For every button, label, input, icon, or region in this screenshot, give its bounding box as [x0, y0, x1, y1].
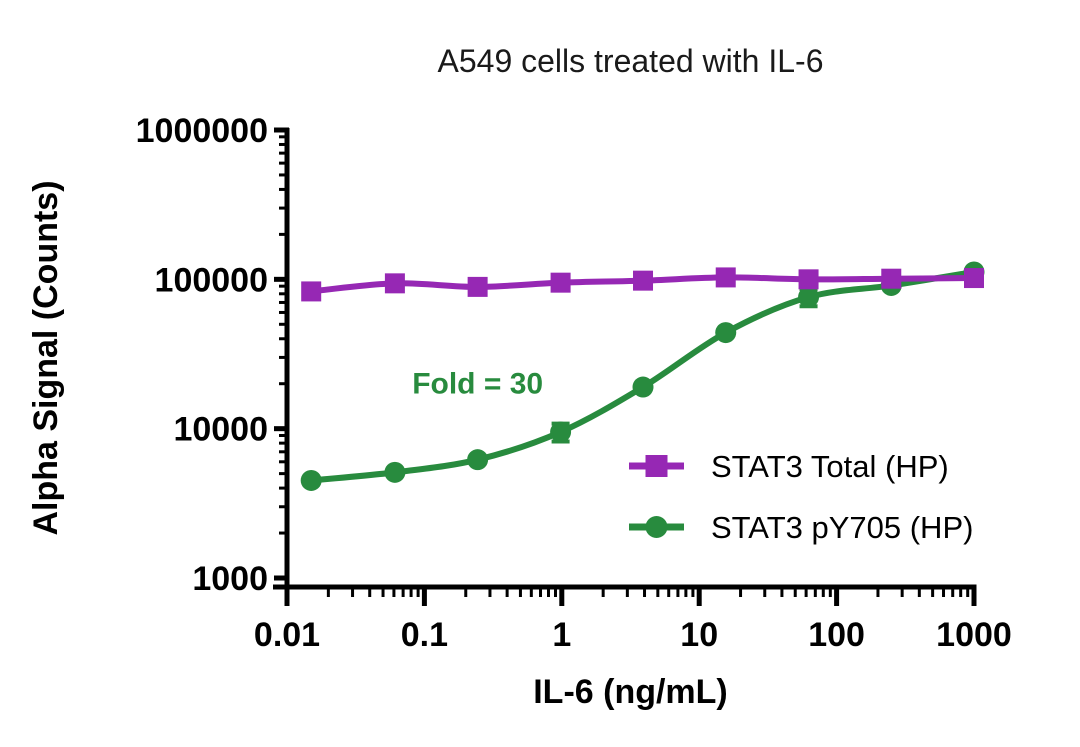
- fold-annotation: Fold = 30: [412, 368, 543, 401]
- x-axis-title: IL-6 (ng/mL): [533, 673, 728, 711]
- x-tick-label: 1000: [936, 616, 1012, 654]
- chart-title: A549 cells treated with IL-6: [437, 43, 824, 79]
- y-tick-label: 10000: [173, 411, 268, 449]
- x-tick-label: 100: [808, 616, 865, 654]
- data-point-circle-stat3-py705-hp: [715, 322, 737, 344]
- data-point-square-stat3-total-hp: [384, 273, 405, 294]
- data-point-circle-stat3-py705-hp: [632, 376, 654, 398]
- data-point-square-stat3-total-hp: [964, 268, 984, 289]
- data-point-square-stat3-total-hp: [798, 269, 819, 290]
- y-tick-label: 1000: [192, 560, 268, 598]
- legend-label: STAT3 pY705 (HP): [711, 510, 973, 545]
- data-point-square-stat3-total-hp: [715, 267, 736, 288]
- data-point-square-stat3-total-hp: [633, 270, 654, 291]
- data-point-square-stat3-total-hp: [301, 281, 322, 302]
- data-point-circle-stat3-py705-hp: [300, 469, 322, 491]
- x-tick-label: 0.1: [401, 616, 448, 654]
- y-tick-label: 1000000: [136, 112, 268, 150]
- data-point-square-stat3-total-hp: [881, 268, 902, 289]
- y-axis-title: Alpha Signal (Counts): [27, 180, 65, 535]
- data-point-circle-stat3-py705-hp: [798, 286, 820, 308]
- x-tick-label: 0.01: [254, 616, 320, 654]
- data-point-circle-stat3-py705-hp: [384, 461, 406, 483]
- data-point-circle-stat3-py705-hp: [467, 449, 489, 471]
- data-point-square-stat3-total-hp: [550, 272, 571, 293]
- data-point-circle-stat3-py705-hp: [550, 421, 572, 443]
- x-tick-label: 10: [680, 616, 718, 654]
- data-point-square-stat3-total-hp: [467, 276, 488, 297]
- x-tick-label: 1: [552, 616, 571, 654]
- legend-circle-marker: [645, 516, 668, 538]
- legend-square-marker: [645, 455, 668, 477]
- y-tick-label: 100000: [155, 261, 268, 299]
- legend-label: STAT3 Total (HP): [711, 449, 949, 484]
